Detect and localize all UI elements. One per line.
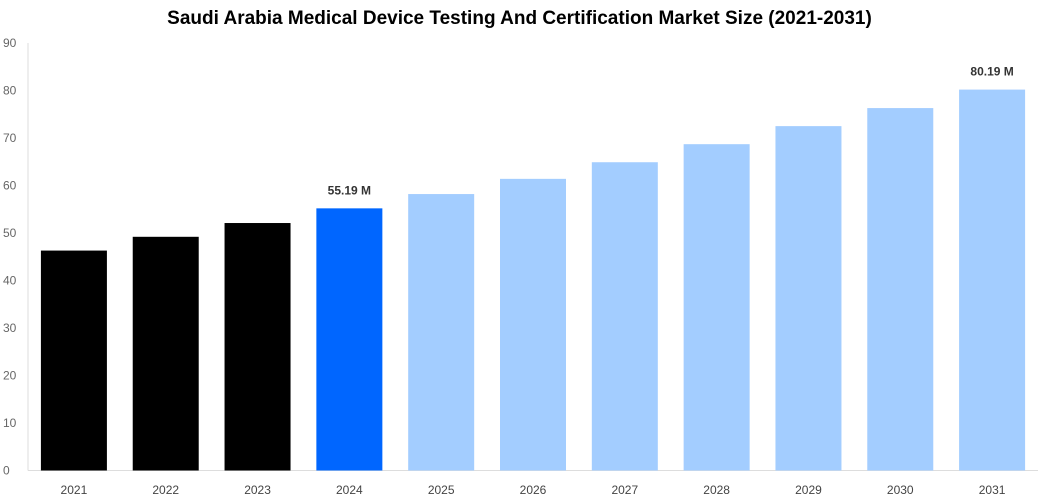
y-tick-label: 40 bbox=[3, 274, 17, 288]
y-tick-label: 30 bbox=[3, 321, 17, 335]
x-tick-label: 2022 bbox=[152, 483, 179, 497]
y-tick-label: 10 bbox=[3, 416, 17, 430]
x-tick-label: 2023 bbox=[244, 483, 271, 497]
x-tick-label: 2026 bbox=[520, 483, 547, 497]
y-tick-label: 90 bbox=[3, 36, 17, 50]
bar-2029 bbox=[775, 126, 842, 471]
data-label-2031: 80.19 M bbox=[970, 65, 1013, 79]
bar-2025 bbox=[408, 194, 475, 471]
y-tick-label: 20 bbox=[3, 369, 17, 383]
x-tick-label: 2030 bbox=[887, 483, 914, 497]
y-tick-label: 60 bbox=[3, 179, 17, 193]
bar-2024 bbox=[316, 208, 383, 471]
y-tick-label: 80 bbox=[3, 84, 17, 98]
x-tick-label: 2031 bbox=[979, 483, 1006, 497]
x-tick-label: 2028 bbox=[703, 483, 730, 497]
bar-2026 bbox=[500, 178, 566, 471]
bar-2028 bbox=[683, 144, 750, 471]
y-tick-label: 70 bbox=[3, 131, 17, 145]
x-tick-label: 2027 bbox=[611, 483, 638, 497]
bar-2021 bbox=[40, 250, 107, 471]
x-tick-label: 2029 bbox=[795, 483, 822, 497]
bar-2022 bbox=[132, 236, 199, 471]
bar-2031 bbox=[959, 89, 1026, 471]
x-tick-label: 2024 bbox=[336, 483, 363, 497]
y-tick-label: 50 bbox=[3, 226, 17, 240]
chart-title: Saudi Arabia Medical Device Testing And … bbox=[167, 8, 872, 29]
bar-2027 bbox=[591, 162, 658, 471]
y-tick-label: 0 bbox=[3, 464, 10, 478]
x-tick-label: 2025 bbox=[428, 483, 455, 497]
x-tick-label: 2021 bbox=[61, 483, 88, 497]
data-label-2024: 55.19 M bbox=[328, 183, 371, 197]
bar-2030 bbox=[867, 108, 934, 471]
bar-2023 bbox=[224, 223, 291, 471]
